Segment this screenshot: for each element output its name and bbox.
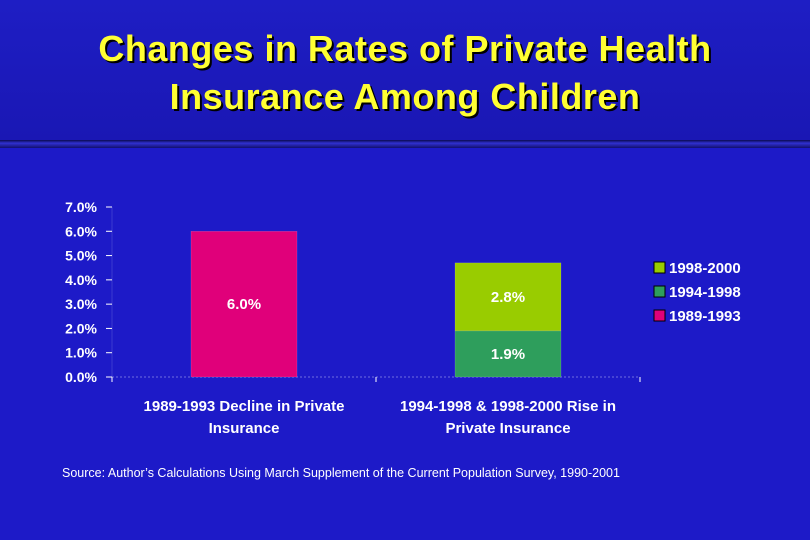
data-label: 6.0% — [227, 296, 261, 313]
y-tick-label: 0.0% — [65, 369, 97, 385]
legend-label: 1998-2000 — [669, 260, 741, 277]
legend-label: 1994-1998 — [669, 284, 741, 301]
y-tick-label: 5.0% — [65, 248, 97, 264]
category-label: Insurance — [209, 420, 280, 437]
source-note: Source: Author’s Calculations Using Marc… — [62, 466, 620, 480]
y-tick-label: 7.0% — [65, 199, 97, 215]
data-label: 1.9% — [491, 346, 525, 363]
legend-label: 1989-1993 — [669, 308, 741, 325]
category-label: 1994-1998 & 1998-2000 Rise in — [400, 398, 616, 415]
data-label: 2.8% — [491, 289, 525, 306]
y-tick-label: 6.0% — [65, 223, 97, 239]
title-banner: Changes in Rates of Private Health Insur… — [0, 0, 810, 140]
legend-swatch — [653, 261, 666, 274]
slide-title-line-2: Insurance Among Children — [169, 76, 641, 117]
legend-swatch — [653, 309, 666, 322]
legend-swatch — [653, 285, 666, 298]
bar-segment — [190, 231, 298, 378]
y-tick-label: 1.0% — [65, 345, 97, 361]
legend-box — [649, 252, 764, 331]
category-label: Private Insurance — [445, 420, 570, 437]
bar-segment — [454, 262, 562, 332]
slide-title-line-1: Changes in Rates of Private Health — [98, 28, 712, 69]
y-tick-label: 4.0% — [65, 272, 97, 288]
y-tick-label: 2.0% — [65, 320, 97, 336]
y-tick-label: 3.0% — [65, 296, 97, 312]
title-divider — [0, 140, 810, 148]
category-label: 1989-1993 Decline in Private — [144, 398, 345, 415]
